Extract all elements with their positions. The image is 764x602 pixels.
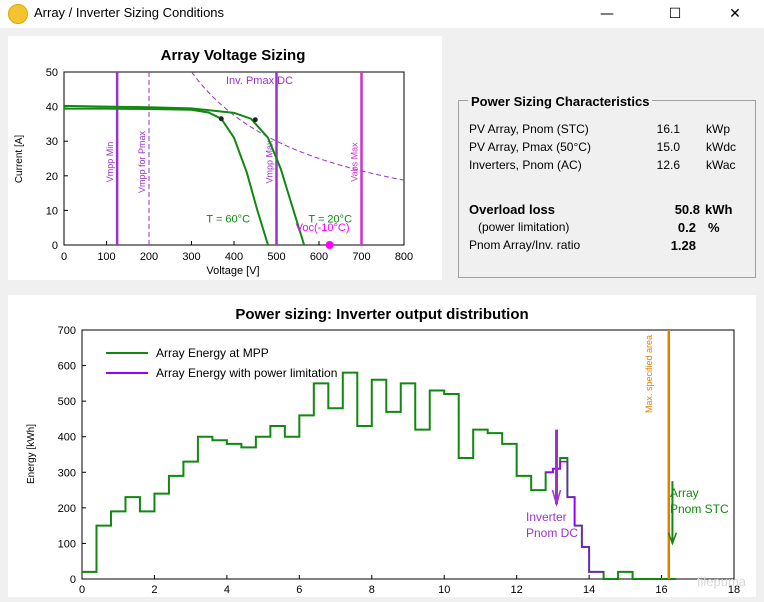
voltage-x-tick-label: 200	[140, 251, 158, 263]
inverter-label-2: Pnom DC	[526, 526, 578, 540]
inverter-pmax-curve	[191, 71, 405, 181]
vmpp-max-line-label: Vmpp Max	[265, 140, 275, 184]
output-x-tick-label: 8	[369, 584, 375, 596]
output-chart: Power sizing: Inverter output distributi…	[26, 306, 740, 596]
inv-pnom-label: Inverters, Pnom (AC)	[469, 158, 582, 172]
overload-label: Overload loss	[469, 202, 555, 217]
output-y-tick-label: 500	[58, 396, 76, 408]
output-y-tick-label: 600	[58, 361, 76, 373]
voltage-x-tick-label: 700	[352, 251, 370, 263]
output-y-tick-label: 400	[58, 432, 76, 444]
voltage-y-tick-label: 20	[46, 171, 58, 183]
voltage-y-tick-label: 0	[52, 240, 58, 252]
overload-value: 50.8	[674, 202, 700, 217]
voltage-chart: Array Voltage Sizing 0 100 200 300 400 500 600…	[14, 47, 413, 277]
voltage-y-tick-label: 30	[46, 136, 58, 148]
pv-pnom-unit: kWp	[706, 122, 730, 136]
voltage-x-tick-label: 0	[61, 251, 67, 263]
inv-pnom-unit: kWac	[706, 158, 736, 172]
iv-curve-20c	[63, 104, 306, 246]
watermark: filepuma	[696, 574, 746, 589]
sizing-title: Power Sizing Characteristics	[468, 94, 653, 109]
iv-curve-60c	[64, 107, 269, 246]
power-limitation-value: 0.2	[677, 220, 696, 235]
voltage-y-label: Current [A]	[14, 135, 25, 184]
mpp-point	[218, 116, 224, 122]
maximize-button[interactable]: ☐	[668, 6, 682, 22]
inv-pnom-value: 12.6	[656, 158, 680, 172]
output-y-tick-label: 300	[58, 467, 76, 479]
window-title: Array / Inverter Sizing Conditions	[34, 5, 225, 20]
legend-limit-label: Array Energy with power limitation	[156, 366, 337, 380]
inverter-label-1: Inverter	[526, 510, 567, 524]
vmpp-min-line-label: Vmpp Min	[105, 142, 115, 183]
voltage-x-tick-label: 100	[97, 251, 115, 263]
voltage-chart-panel: Array Voltage Sizing 0 100 200 300 400 500 600…	[8, 36, 442, 280]
vabs-max-line-label: Vabs Max	[350, 142, 360, 182]
pv-pnom-label: PV Array, Pnom (STC)	[469, 122, 589, 136]
voltage-x-label: Voltage [V]	[206, 265, 259, 277]
ratio-label: Pnom Array/Inv. ratio	[469, 238, 581, 252]
output-chart-title: Power sizing: Inverter output distributi…	[235, 306, 528, 323]
voltage-x-tick-label: 400	[225, 251, 243, 263]
pv-pmax-label: PV Array, Pmax (50°C)	[469, 140, 591, 154]
output-x-tick-label: 18	[728, 584, 740, 596]
voltage-x-tick-label: 600	[310, 251, 328, 263]
iv-label-20c: T = 20°C	[308, 214, 352, 226]
inverter-pmax-label: Inv. Pmax DC	[226, 75, 293, 87]
voltage-chart-title: Array Voltage Sizing	[161, 47, 306, 64]
output-y-tick-label: 700	[58, 325, 76, 337]
overload-unit: kWh	[705, 202, 733, 217]
array-pnom-label-2: Pnom STC	[670, 502, 729, 516]
output-x-tick-label: 4	[224, 584, 230, 596]
voltage-y-tick-label: 10	[46, 205, 58, 217]
app-sun-icon	[8, 4, 28, 24]
output-y-tick-label: 0	[70, 574, 76, 586]
minimize-button[interactable]: —	[600, 6, 614, 22]
output-x-tick-label: 0	[79, 584, 85, 596]
output-plot-area	[81, 329, 735, 580]
pv-pmax-unit: kWdc	[706, 140, 736, 154]
close-button[interactable]: ✕	[729, 6, 741, 22]
output-chart-panel: Power sizing: Inverter output distributi…	[8, 295, 756, 597]
voltage-y-tick-label: 40	[46, 102, 58, 114]
output-x-tick-label: 6	[296, 584, 302, 596]
output-y-tick-label: 100	[58, 538, 76, 550]
power-limitation-label: (power limitation)	[478, 220, 570, 234]
max-area-label: Max. specified area	[644, 335, 654, 413]
mpp-point	[252, 117, 258, 123]
voltage-x-tick-label: 300	[182, 251, 200, 263]
inverter-pnom-arrowhead	[551, 489, 562, 508]
output-y-tick-label: 200	[58, 503, 76, 515]
iv-label-60c: T = 60°C	[206, 214, 250, 226]
pv-pnom-value: 16.1	[656, 122, 680, 136]
power-limitation-unit: %	[708, 220, 720, 235]
legend-mpp-label: Array Energy at MPP	[156, 346, 269, 360]
output-x-tick-label: 10	[438, 584, 450, 596]
voltage-y-tick-label: 50	[46, 67, 58, 79]
voc-label: Voc(-10°C)	[296, 222, 350, 234]
voltage-x-tick-label: 500	[267, 251, 285, 263]
output-x-tick-label: 12	[511, 584, 523, 596]
output-y-label: Energy [kWh]	[26, 424, 37, 484]
limited-energy-series	[545, 460, 604, 573]
output-x-tick-label: 14	[583, 584, 595, 596]
voltage-x-tick-label: 800	[395, 251, 413, 263]
array-pnom-arrowhead	[667, 532, 678, 546]
output-x-tick-label: 2	[151, 584, 157, 596]
output-x-tick-label: 16	[655, 584, 667, 596]
title-bar: Array / Inverter Sizing Conditions — ☐ ✕	[0, 0, 764, 28]
vmpp-pmax-line-label: Vmpp for Pmax	[137, 130, 147, 193]
ratio-value: 1.28	[670, 238, 696, 253]
array-pnom-label-1: Array	[670, 486, 699, 500]
pv-pmax-value: 15.0	[656, 140, 680, 154]
voltage-plot-area	[63, 71, 405, 246]
voc-point	[325, 241, 334, 249]
